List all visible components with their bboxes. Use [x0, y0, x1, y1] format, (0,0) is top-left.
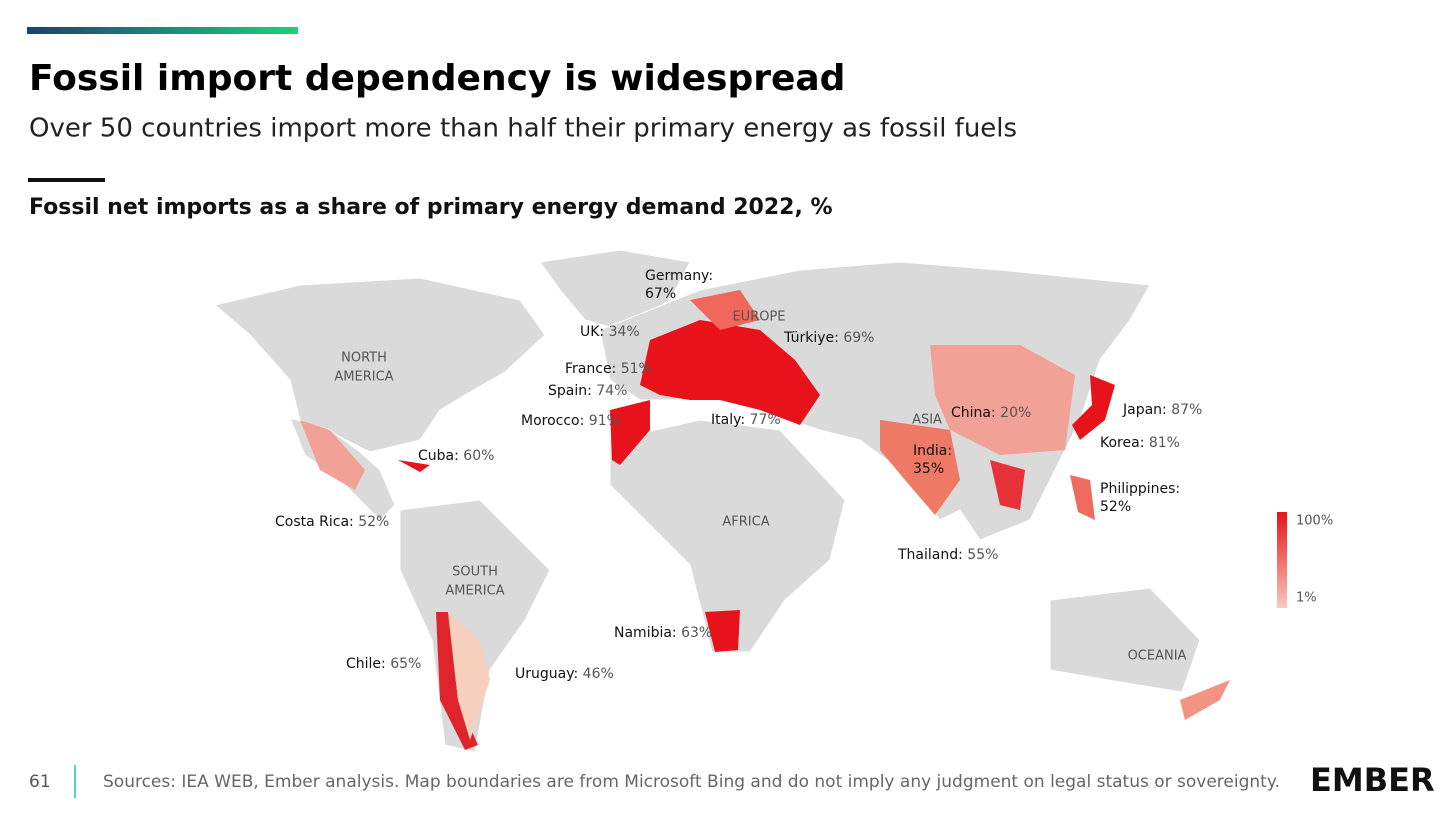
country-annotation: Thailand: 55% — [897, 547, 998, 563]
country-value: 52% — [1100, 499, 1131, 515]
logo: EMBER — [1310, 761, 1435, 799]
country-value: 55% — [967, 547, 998, 563]
country-name: Türkiye: — [783, 330, 839, 346]
region-label: OCEANIA — [1128, 649, 1187, 664]
country-name: Thailand: — [897, 547, 963, 563]
country-name: Costa Rica: — [275, 514, 354, 530]
country-name: Japan: — [1122, 402, 1167, 418]
map-caption: Fossil net imports as a share of primary… — [29, 195, 833, 220]
world-map — [213, 249, 1230, 753]
country-annotation: Costa Rica: 52% — [275, 514, 389, 530]
country-annotation: France: 51% — [565, 361, 652, 377]
country-value: 52% — [358, 514, 389, 530]
country-value: 63% — [681, 625, 712, 641]
country-name: Germany: — [645, 268, 713, 284]
country-annotation: Korea: 81% — [1100, 435, 1180, 451]
divider — [28, 178, 105, 182]
country-value: 69% — [843, 330, 874, 346]
country-name: Morocco: — [521, 413, 584, 429]
region-label: AFRICA — [722, 515, 769, 530]
country-annotation: Morocco: 91% — [521, 413, 620, 429]
country-name: Namibia: — [614, 625, 677, 641]
country-annotation: China: 20% — [951, 405, 1031, 421]
subtitle: Over 50 countries import more than half … — [29, 114, 1017, 144]
country-value: 20% — [1000, 405, 1031, 421]
country-name: UK: — [580, 324, 604, 340]
country-name: Korea: — [1100, 435, 1144, 451]
legend-scale — [1277, 512, 1287, 608]
country-name: France: — [565, 361, 616, 377]
country-annotation: Italy: 77% — [711, 412, 781, 428]
legend-min: 1% — [1296, 591, 1317, 606]
legend-max: 100% — [1296, 514, 1333, 529]
country-annotation: Spain: 74% — [548, 383, 627, 399]
country-annotation: Namibia: 63% — [614, 625, 712, 641]
country-annotation: UK: 34% — [580, 324, 640, 340]
region-label: EUROPE — [732, 310, 785, 325]
title: Fossil import dependency is widespread — [29, 58, 845, 99]
region-label: AMERICA — [334, 370, 393, 385]
country-value: 74% — [596, 383, 627, 399]
country-name: Philippines: — [1100, 481, 1180, 497]
country-name: China: — [951, 405, 996, 421]
country-value: 91% — [589, 413, 620, 429]
country-value: 60% — [463, 448, 494, 464]
country-name: Spain: — [548, 383, 592, 399]
accent-bar — [27, 27, 298, 34]
country-annotation: Cuba: 60% — [418, 448, 494, 464]
page-number: 61 — [29, 772, 51, 792]
country-value: 77% — [750, 412, 781, 428]
country-name: Cuba: — [418, 448, 459, 464]
region-label: AMERICA — [445, 584, 504, 599]
country-name: Chile: — [346, 656, 386, 672]
country-value: 34% — [609, 324, 640, 340]
region-label: NORTH — [341, 351, 387, 366]
country-value: 67% — [645, 286, 676, 302]
country-annotation: Chile: 65% — [346, 656, 421, 672]
country-annotation: Japan: 87% — [1122, 402, 1202, 418]
country-annotation: Uruguay: 46% — [515, 666, 614, 682]
country-value: 87% — [1171, 402, 1202, 418]
country-value: 51% — [621, 361, 652, 377]
country-annotation: Türkiye: 69% — [783, 330, 874, 346]
country-name: India: — [913, 443, 952, 459]
country-value: 81% — [1149, 435, 1180, 451]
region-label: SOUTH — [452, 565, 498, 580]
country-value: 35% — [913, 461, 944, 477]
country-name: Italy: — [711, 412, 745, 428]
source-note: Sources: IEA WEB, Ember analysis. Map bo… — [103, 772, 1280, 792]
country-name: Uruguay: — [515, 666, 578, 682]
country-value: 46% — [583, 666, 614, 682]
country-value: 65% — [390, 656, 421, 672]
region-label: ASIA — [912, 413, 942, 428]
